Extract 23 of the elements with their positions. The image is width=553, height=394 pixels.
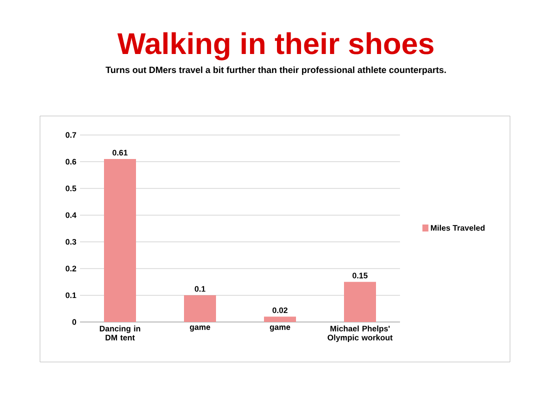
x-tick-label: game [270,326,290,332]
data-label: 0.61 [112,150,128,156]
x-tick-label: Michael Phelps' Olympic workout [328,326,393,342]
y-tick-label: 0 [72,319,76,325]
bar [344,282,376,322]
y-tick-label: 0.4 [66,212,76,218]
data-label: 0.02 [272,307,288,314]
data-label: 0.15 [352,272,368,278]
x-tick-label: game [190,326,210,332]
data-label: 0.1 [194,286,206,292]
bar [104,159,136,322]
x-tick-label: Dancing in DM tent [100,326,140,340]
y-tick-label: 0.7 [66,132,76,138]
chart-subtitle: Turns out DMers travel a bit further than their professional athlete counterparts. [106,66,446,75]
y-tick-label: 0.2 [66,266,76,272]
bar [264,316,296,322]
bar [184,295,216,322]
y-tick-label: 0.5 [66,186,76,192]
legend-label: Miles Traveled [430,224,485,231]
y-tick-label: 0.3 [66,239,76,245]
y-tick-label: 0.6 [66,158,76,165]
y-tick-label: 0.1 [66,292,76,298]
chart-title: Walking in their shoes [117,32,434,60]
